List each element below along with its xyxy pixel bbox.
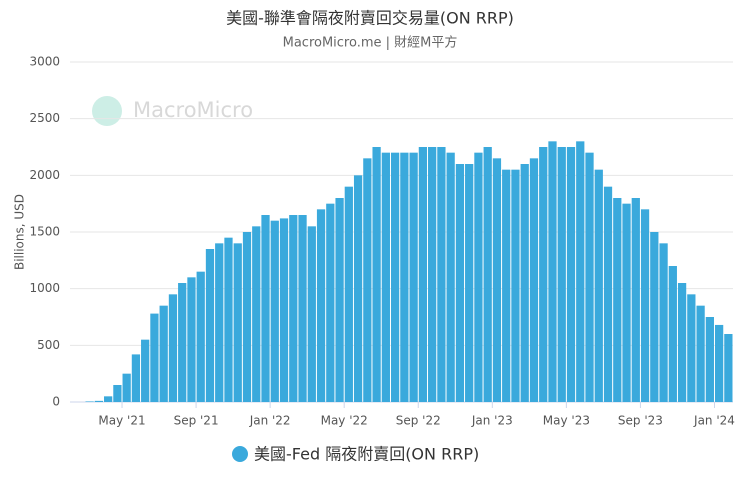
legend-swatch[interactable] — [232, 446, 248, 462]
y-tick-label: 2500 — [29, 111, 60, 125]
x-tick-label: Jan '22 — [249, 414, 291, 428]
bar — [631, 198, 640, 402]
bar — [94, 400, 104, 402]
bar — [224, 237, 233, 402]
bar — [252, 226, 261, 402]
bar — [159, 305, 168, 402]
bar — [492, 158, 502, 402]
bar — [455, 164, 465, 402]
bar — [511, 169, 520, 402]
bar — [696, 305, 705, 402]
bar — [409, 152, 418, 402]
x-tick-label: Sep '21 — [174, 414, 219, 428]
bar — [437, 147, 446, 402]
bar — [474, 152, 483, 402]
bar — [390, 152, 400, 402]
watermark-logo — [92, 96, 122, 126]
bar — [363, 158, 372, 402]
bar — [242, 232, 252, 402]
x-tick-label: May '23 — [543, 414, 590, 428]
y-tick-label: 1000 — [29, 281, 60, 295]
bar — [714, 324, 724, 402]
y-tick-label: 3000 — [29, 55, 60, 69]
y-tick-label: 500 — [37, 338, 60, 352]
chart-title: 美國-聯準會隔夜附賣回交易量(ON RRP) — [226, 9, 514, 28]
bar — [659, 243, 668, 402]
bar — [150, 313, 159, 402]
chart-subtitle: MacroMicro.me | 財經M平方 — [283, 35, 458, 51]
bar — [316, 209, 326, 402]
bar — [539, 147, 548, 402]
bar — [279, 218, 289, 402]
bar — [483, 147, 492, 402]
bar — [168, 294, 178, 402]
bar — [270, 220, 279, 402]
bar — [650, 232, 659, 402]
bar — [465, 164, 474, 402]
x-tick-label: Sep '22 — [396, 414, 441, 428]
x-tick-label: May '22 — [321, 414, 368, 428]
bar — [594, 169, 603, 402]
y-tick-label: 0 — [52, 395, 60, 409]
x-tick-label: Sep '23 — [618, 414, 663, 428]
bar — [113, 385, 122, 402]
bar — [372, 147, 381, 402]
bar — [529, 158, 539, 402]
bar — [196, 271, 205, 402]
bar — [178, 283, 187, 402]
bar — [622, 203, 631, 402]
legend-label[interactable]: 美國-Fed 隔夜附賣回(ON RRP) — [254, 445, 479, 464]
bar — [446, 152, 455, 402]
x-tick-label: May '21 — [98, 414, 145, 428]
watermark: MacroMicro — [133, 98, 253, 122]
bar — [381, 152, 390, 402]
bar — [215, 243, 224, 402]
bar — [187, 277, 196, 402]
bar — [205, 249, 215, 402]
bar — [353, 175, 363, 402]
bar — [104, 396, 113, 402]
bar — [335, 198, 344, 402]
y-tick-label: 1500 — [29, 225, 60, 239]
bar — [131, 354, 141, 402]
bar — [566, 147, 576, 402]
bar — [603, 186, 613, 402]
bar — [520, 164, 529, 402]
x-tick-label: Jan '24 — [693, 414, 735, 428]
bar — [613, 198, 622, 402]
bar — [724, 334, 733, 402]
bar — [585, 152, 594, 402]
y-axis-label: Billions, USD — [13, 194, 27, 270]
bar — [705, 317, 714, 402]
bar — [298, 215, 307, 402]
bar — [687, 294, 696, 402]
bar — [141, 339, 150, 402]
y-tick-label: 2000 — [29, 168, 60, 182]
bar — [261, 215, 270, 402]
bar — [344, 186, 353, 402]
bar — [418, 147, 428, 402]
x-tick-label: Jan '23 — [471, 414, 513, 428]
bar — [677, 283, 687, 402]
bar — [326, 203, 335, 402]
bar — [428, 147, 437, 402]
bar — [557, 147, 566, 402]
bar — [233, 243, 242, 402]
bar — [400, 152, 409, 402]
bar — [548, 141, 557, 403]
bar — [85, 401, 94, 402]
bar — [640, 209, 650, 402]
bar — [502, 169, 511, 402]
bar — [122, 373, 131, 402]
bar — [307, 226, 316, 402]
bar — [289, 215, 298, 402]
bar — [668, 266, 677, 402]
bar — [576, 141, 585, 403]
